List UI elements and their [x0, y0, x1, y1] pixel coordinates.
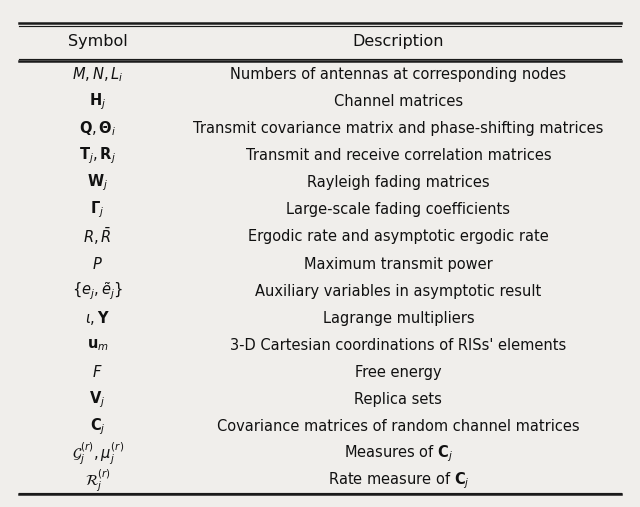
Text: $\mathbf{H}_j$: $\mathbf{H}_j$: [89, 91, 106, 112]
Text: $\{e_j, \tilde{e}_j\}$: $\{e_j, \tilde{e}_j\}$: [72, 280, 123, 302]
Text: $\mathbf{V}_j$: $\mathbf{V}_j$: [90, 389, 106, 410]
Text: $\mathbf{C}_j$: $\mathbf{C}_j$: [90, 416, 106, 437]
Text: Replica sets: Replica sets: [355, 392, 442, 407]
Text: Transmit covariance matrix and phase-shifting matrices: Transmit covariance matrix and phase-shi…: [193, 121, 604, 136]
Text: Ergodic rate and asymptotic ergodic rate: Ergodic rate and asymptotic ergodic rate: [248, 230, 548, 244]
Text: $\mathbf{W}_j$: $\mathbf{W}_j$: [87, 172, 108, 193]
Text: $R, \bar{R}$: $R, \bar{R}$: [83, 227, 112, 247]
Text: $\mathbf{Q}, \boldsymbol{\Theta}_i$: $\mathbf{Q}, \boldsymbol{\Theta}_i$: [79, 119, 116, 138]
Text: Auxiliary variables in asymptotic result: Auxiliary variables in asymptotic result: [255, 283, 541, 299]
Text: Numbers of antennas at corresponding nodes: Numbers of antennas at corresponding nod…: [230, 67, 566, 82]
Text: $\mathbf{u}_m$: $\mathbf{u}_m$: [86, 338, 109, 353]
Text: Lagrange multipliers: Lagrange multipliers: [323, 311, 474, 325]
Text: $F$: $F$: [92, 365, 103, 380]
Text: $\boldsymbol{\Gamma}_j$: $\boldsymbol{\Gamma}_j$: [90, 200, 105, 220]
Text: Measures of $\mathbf{C}_j$: Measures of $\mathbf{C}_j$: [344, 444, 453, 464]
Text: Covariance matrices of random channel matrices: Covariance matrices of random channel ma…: [217, 419, 580, 434]
Text: Rayleigh fading matrices: Rayleigh fading matrices: [307, 175, 490, 190]
Text: 3-D Cartesian coordinations of RISs' elements: 3-D Cartesian coordinations of RISs' ele…: [230, 338, 566, 353]
Text: Large-scale fading coefficients: Large-scale fading coefficients: [287, 202, 511, 218]
Text: Free energy: Free energy: [355, 365, 442, 380]
Text: $\mathcal{G}_j^{(r)}, \mu_j^{(r)}$: $\mathcal{G}_j^{(r)}, \mu_j^{(r)}$: [72, 441, 124, 467]
Text: $M, N, L_i$: $M, N, L_i$: [72, 65, 124, 84]
Text: Channel matrices: Channel matrices: [334, 94, 463, 109]
Text: Rate measure of $\mathbf{C}_j$: Rate measure of $\mathbf{C}_j$: [328, 470, 469, 491]
Text: Description: Description: [353, 34, 444, 49]
Text: Symbol: Symbol: [68, 34, 127, 49]
Text: Transmit and receive correlation matrices: Transmit and receive correlation matrice…: [246, 148, 551, 163]
Text: $\iota, \boldsymbol{\Upsilon}$: $\iota, \boldsymbol{\Upsilon}$: [85, 309, 110, 327]
Text: $\mathcal{R}_j^{(r)}$: $\mathcal{R}_j^{(r)}$: [84, 467, 111, 494]
Text: Maximum transmit power: Maximum transmit power: [304, 257, 493, 272]
Text: $P$: $P$: [92, 256, 103, 272]
Text: $\mathbf{T}_j, \mathbf{R}_j$: $\mathbf{T}_j, \mathbf{R}_j$: [79, 146, 116, 166]
